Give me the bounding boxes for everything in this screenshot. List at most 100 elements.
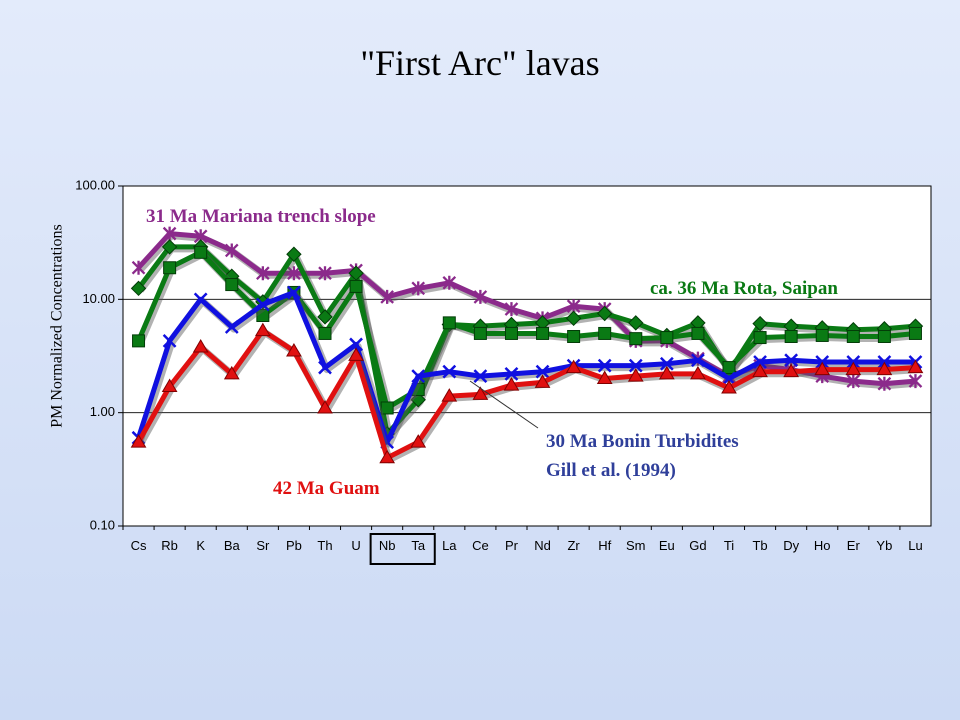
data-point <box>317 399 333 414</box>
data-point <box>318 326 332 340</box>
y-tick-label: 1.00 <box>90 404 115 419</box>
x-tick-label: U <box>351 538 360 553</box>
data-point <box>877 329 891 343</box>
y-tick-label: 100.00 <box>75 177 115 192</box>
data-point <box>472 386 489 400</box>
data-point <box>287 266 301 281</box>
data-point <box>192 338 209 353</box>
x-tick-label: Cs <box>131 538 147 553</box>
data-point <box>753 355 767 369</box>
data-point <box>224 320 239 334</box>
data-point <box>783 363 800 378</box>
data-point <box>161 378 178 393</box>
data-point <box>473 369 488 384</box>
data-point <box>596 370 613 385</box>
x-tick-label: Pb <box>286 538 302 553</box>
data-point <box>318 266 332 281</box>
data-point <box>254 322 271 337</box>
data-point <box>721 380 737 394</box>
data-point <box>441 388 458 402</box>
data-point <box>691 353 705 368</box>
x-tick-label: Ta <box>411 538 426 553</box>
data-point <box>473 289 488 304</box>
data-point <box>660 331 674 345</box>
data-point <box>504 366 519 381</box>
data-point <box>163 261 177 275</box>
nb-ta-highlight <box>369 533 436 565</box>
y-axis-ticks: 0.10 1.00 10.00 100.00 <box>75 177 123 532</box>
data-point <box>442 275 457 290</box>
x-tick-label: Rb <box>161 538 178 553</box>
data-point <box>286 246 302 262</box>
x-tick-label: Hf <box>598 538 611 553</box>
y-tick-label: 10.00 <box>82 291 115 306</box>
annotation-gill: Gill et al. (1994) <box>546 460 676 481</box>
data-point <box>907 359 924 374</box>
slide-title: "First Arc" lavas <box>360 43 600 83</box>
x-tick-label: Ba <box>224 538 241 553</box>
data-point <box>565 359 582 374</box>
annotation-guam: 42 Ma Guam <box>273 478 380 499</box>
data-point <box>442 364 457 379</box>
data-point <box>223 365 240 380</box>
data-point <box>752 363 768 378</box>
data-point <box>473 326 487 340</box>
data-point <box>131 260 146 275</box>
data-point <box>815 328 829 342</box>
data-point <box>348 347 364 361</box>
x-tick-label: Ti <box>724 538 734 553</box>
data-point <box>130 280 147 297</box>
data-point <box>380 289 394 304</box>
x-tick-label: Pr <box>505 538 519 553</box>
x-tick-label: Lu <box>908 538 922 553</box>
series-layer <box>130 226 924 464</box>
x-tick-label: Tb <box>752 538 767 553</box>
y-axis-label: PM Normalized Concentrations <box>49 224 66 428</box>
data-point <box>598 326 612 340</box>
series-2 <box>132 245 922 415</box>
series-4 <box>130 322 924 464</box>
x-tick-label: Sr <box>256 538 270 553</box>
data-point <box>691 326 705 340</box>
data-point <box>753 331 767 345</box>
annotation-bonin: 30 Ma Bonin Turbidites <box>546 431 739 452</box>
x-tick-label: Yb <box>876 538 892 553</box>
data-point <box>846 329 860 343</box>
data-point <box>784 329 798 343</box>
data-point <box>287 285 301 300</box>
x-tick-label: La <box>442 538 457 553</box>
data-point <box>658 365 675 380</box>
data-point <box>442 316 456 330</box>
data-point <box>908 374 923 389</box>
data-point <box>317 309 333 325</box>
x-tick-label: Nd <box>534 538 551 553</box>
data-point <box>225 278 239 292</box>
data-point <box>132 334 146 348</box>
data-point <box>256 266 270 281</box>
data-point <box>752 315 768 332</box>
data-point <box>504 302 519 317</box>
data-point <box>690 365 706 380</box>
data-point <box>224 243 239 258</box>
data-point <box>722 361 736 375</box>
data-point <box>784 353 799 368</box>
data-point <box>565 310 582 327</box>
data-point <box>286 343 302 357</box>
data-point <box>162 333 177 348</box>
x-axis-ticks: Cs Rb K Ba Sr Pb Th U Nb Ta La Ce Pr Nd Zr Hf Sm Eu Gd Ti Tb… <box>122 526 923 553</box>
data-point <box>877 376 892 391</box>
x-tick-label: Ho <box>814 538 831 553</box>
series-3 <box>131 285 923 449</box>
data-point <box>411 281 426 296</box>
data-point <box>567 329 581 343</box>
data-point <box>410 392 426 408</box>
data-point <box>162 226 177 241</box>
data-point <box>194 245 208 259</box>
data-point <box>628 315 644 331</box>
x-tick-label: Nb <box>379 538 396 553</box>
data-point <box>130 434 147 448</box>
series-line <box>136 231 916 387</box>
data-point <box>380 401 394 415</box>
data-point <box>193 292 208 307</box>
